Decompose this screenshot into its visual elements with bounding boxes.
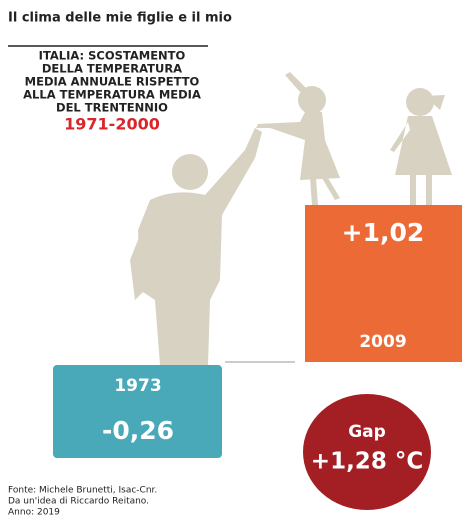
gap-circle [303,394,431,510]
value-label: -0,26 [102,416,174,445]
bar-1973 [53,365,222,458]
gap-label: Gap [348,422,386,442]
source-line: Fonte: Michele Brunetti, Isac-Cnr. [8,486,157,496]
heading-line: MEDIA ANNUALE RISPETTO [25,75,200,89]
silhouettes [130,72,452,365]
heading-line: DELLA TEMPERATURA [42,62,182,76]
period: 1971-2000 [64,115,160,134]
bar-2009 [305,205,462,362]
title: Il clima delle mie figlie e il mio [8,11,232,26]
year-label: 2009 [359,332,406,352]
gap-value: +1,28 °C [311,449,423,475]
year-label: 1973 [114,376,161,396]
heading-line: ITALIA: SCOSTAMENTO [39,49,186,63]
heading-line: DEL TRENTENNIO [56,101,168,115]
heading-line: ALLA TEMPERATURA MEDIA [23,88,201,102]
source-line: Da un'idea di Riccardo Reitano. [8,497,149,507]
value-label: +1,02 [342,218,425,247]
source-line: Anno: 2019 [8,508,60,518]
